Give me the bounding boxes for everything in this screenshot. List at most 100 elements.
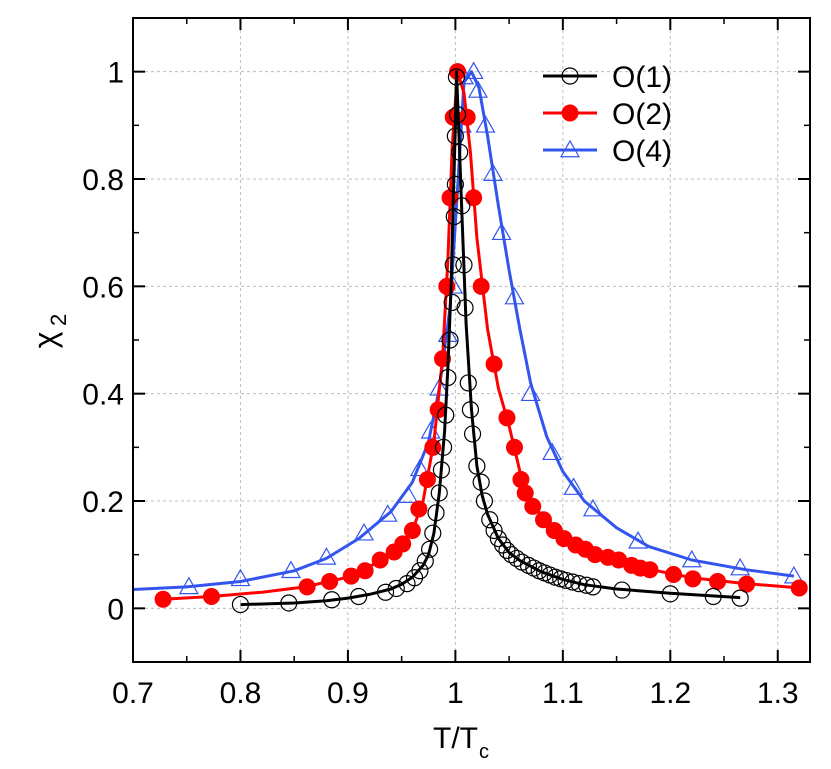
data-point-o4 <box>178 576 199 595</box>
data-point-o1 <box>446 175 464 193</box>
legend-label-o1: O(1) <box>612 61 672 94</box>
data-point-o2 <box>403 522 421 540</box>
data-point-o4 <box>354 522 375 541</box>
data-point-o2 <box>498 409 516 427</box>
data-point-o1 <box>463 425 482 443</box>
data-point-o1 <box>432 461 451 479</box>
plot-area <box>132 61 808 614</box>
data-point-o1 <box>411 562 429 580</box>
y-axis-title-subscript: 2 <box>46 314 71 326</box>
data-point-o2 <box>465 189 483 207</box>
y-tick-label: 0.4 <box>82 379 124 412</box>
x-tick-label: 1.3 <box>757 677 799 710</box>
data-point-o4 <box>628 531 649 549</box>
data-point-o1 <box>613 581 631 599</box>
data-point-o4 <box>542 442 563 461</box>
data-point-o4 <box>582 498 603 517</box>
data-point-o4 <box>482 163 504 181</box>
data-point-o2 <box>709 573 727 590</box>
data-point-o1 <box>323 591 341 609</box>
data-point-o1 <box>461 401 480 419</box>
series-o1 <box>231 68 749 614</box>
data-point-o4 <box>463 61 484 80</box>
data-point-o2 <box>321 573 339 590</box>
data-point-o1 <box>446 127 464 145</box>
data-point-o1 <box>472 473 490 491</box>
x-axis-title-subscript: c <box>479 741 489 763</box>
data-point-o1 <box>704 587 722 606</box>
data-point-o1 <box>661 585 679 603</box>
legend-entry-o1: O(1) <box>543 61 672 94</box>
data-point-o1 <box>485 521 503 540</box>
data-point-o2 <box>472 277 490 295</box>
data-point-o1 <box>424 524 442 542</box>
data-point-o4 <box>467 80 488 98</box>
data-point-o2 <box>410 500 428 518</box>
series-line-o4 <box>132 70 795 591</box>
data-point-o2 <box>154 590 172 608</box>
data-point-o1 <box>443 293 461 312</box>
data-point-o1 <box>453 197 471 215</box>
y-axis-title: χ 2 <box>27 314 71 349</box>
data-point-o4 <box>398 485 419 503</box>
data-point-o4 <box>491 222 512 241</box>
series-line-o1 <box>240 70 741 607</box>
data-point-o1 <box>434 438 453 456</box>
data-point-o1 <box>437 406 455 424</box>
x-tick-label: 1.1 <box>542 677 584 710</box>
data-point-o4 <box>409 458 430 477</box>
data-point-o2 <box>516 484 534 502</box>
data-point-o1 <box>231 595 250 614</box>
legend-label-o4: O(4) <box>612 135 672 168</box>
data-point-o1 <box>280 594 298 612</box>
y-tick-label: 0.2 <box>82 486 124 519</box>
legend: O(1) O(2) O(4) <box>543 61 672 168</box>
axis-ticks: 0.7 0.8 0.9 1 1.1 1.2 1.3 0 0.2 0.4 0.6 0.8 1 <box>82 18 810 710</box>
data-point-o2 <box>790 579 808 597</box>
data-point-o4 <box>504 286 525 305</box>
x-tick-label: 0.7 <box>112 677 154 710</box>
data-point-o2 <box>485 355 503 373</box>
data-point-o2 <box>371 551 389 569</box>
data-point-o1 <box>416 552 434 570</box>
y-tick-label: 1 <box>107 57 124 90</box>
legend-marker-o4 <box>559 139 581 158</box>
data-point-o1 <box>451 143 469 161</box>
data-point-o2 <box>665 566 683 584</box>
series-o2 <box>154 63 808 608</box>
data-point-o1 <box>584 578 602 596</box>
data-point-o2 <box>433 350 451 368</box>
x-axis-title-main: T/T <box>433 722 478 755</box>
data-point-o2 <box>418 471 436 489</box>
data-point-o4 <box>730 557 751 576</box>
data-point-o4 <box>280 560 302 579</box>
data-point-o4 <box>681 549 702 568</box>
data-point-o4 <box>316 547 337 565</box>
data-point-o2 <box>356 562 374 580</box>
data-point-o1 <box>494 536 512 554</box>
data-point-o4 <box>563 477 584 495</box>
y-tick-label: 0.6 <box>82 271 124 304</box>
data-point-o4 <box>475 115 496 133</box>
data-point-o2 <box>202 588 220 606</box>
data-point-o1 <box>430 484 448 502</box>
data-point-o1 <box>563 573 582 591</box>
x-tick-label: 0.8 <box>220 677 262 710</box>
legend-label-o2: O(2) <box>612 98 672 131</box>
data-point-o1 <box>557 571 575 590</box>
data-point-o1 <box>427 504 445 522</box>
data-point-o1 <box>481 511 499 529</box>
data-point-o2 <box>505 438 523 456</box>
y-tick-label: 0.8 <box>82 164 124 197</box>
data-point-o1 <box>731 589 749 607</box>
data-point-o1 <box>459 374 477 392</box>
data-point-o1 <box>468 457 486 475</box>
series-o4 <box>132 61 804 595</box>
legend-entry-o4: O(4) <box>543 135 672 168</box>
data-point-o2 <box>641 561 659 579</box>
y-tick-label: 0 <box>107 593 124 626</box>
data-point-o2 <box>684 570 702 588</box>
x-tick-label: 1 <box>447 677 464 710</box>
data-point-o2 <box>298 578 316 596</box>
data-point-o1 <box>448 105 467 124</box>
